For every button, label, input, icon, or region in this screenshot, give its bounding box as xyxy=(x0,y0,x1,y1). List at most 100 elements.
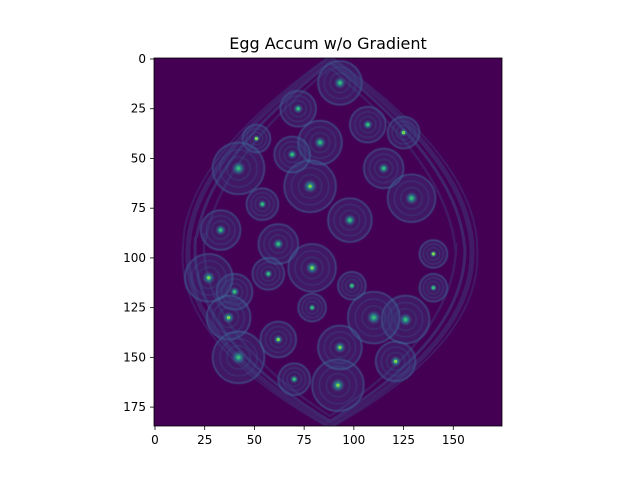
egg-outline-band xyxy=(193,61,467,423)
heatmap-image xyxy=(154,58,502,426)
accumulator-ring-inner xyxy=(278,141,306,168)
chart-title: Egg Accum w/o Gradient xyxy=(229,34,427,53)
x-axis: 0 25 50 75 100 125 150 xyxy=(151,426,465,447)
accumulator-peak xyxy=(254,136,259,141)
accumulator-peak xyxy=(431,286,435,290)
accumulator-ring-core xyxy=(249,131,264,146)
accumulator-peak xyxy=(366,123,370,127)
accumulator-ring-inner xyxy=(219,338,258,377)
accumulator-ring-inner xyxy=(282,367,307,392)
accumulator-peak xyxy=(401,130,406,135)
accumulator-peak xyxy=(292,377,296,381)
accumulator-peak xyxy=(382,166,386,170)
accumulator-ring-core xyxy=(268,234,288,254)
y-tick-label: 125 xyxy=(123,301,146,315)
y-tick-label: 50 xyxy=(131,151,146,165)
x-tick-label: 125 xyxy=(392,433,415,447)
accumulator-ring-inner xyxy=(333,203,367,237)
y-tick-label: 150 xyxy=(123,350,146,364)
accumulator-ring-inner xyxy=(380,346,411,377)
accumulator-ring-inner xyxy=(323,66,357,100)
accumulator-ring-inner xyxy=(205,215,236,245)
accumulator-ring-inner xyxy=(422,277,444,299)
accumulator-ring-core xyxy=(426,247,441,261)
egg-outline-band xyxy=(181,58,479,426)
accumulator-ring-core xyxy=(329,337,351,358)
y-tick-label: 100 xyxy=(123,251,146,265)
accumulator-peak xyxy=(232,290,237,294)
accumulator-ring-core xyxy=(260,266,276,282)
accumulator-ring-core xyxy=(211,220,231,240)
accumulator-peak xyxy=(409,196,414,200)
accumulator-ring-core xyxy=(289,100,307,118)
accumulator-peak xyxy=(226,315,231,320)
accumulator-ring-core xyxy=(395,124,412,141)
accumulator-peak xyxy=(338,345,342,350)
accumulator-peak xyxy=(219,228,223,232)
egg-outline-band xyxy=(202,66,458,418)
accumulator-ring-inner xyxy=(301,297,323,319)
accumulator-ring-inner xyxy=(250,192,275,217)
accumulator-ring-inner xyxy=(341,275,363,297)
accumulator-ring-core xyxy=(426,281,441,295)
accumulator-ring-inner xyxy=(219,149,258,188)
accumulator-peak xyxy=(348,218,352,222)
x-tick-label: 75 xyxy=(296,433,311,447)
accumulator-ring-core xyxy=(286,371,302,387)
accumulator-peak xyxy=(236,166,241,170)
accumulator-ring-inner xyxy=(323,331,357,364)
y-tick-label: 0 xyxy=(138,52,146,66)
accumulator-ring-inner xyxy=(190,260,227,296)
accumulator-ring-core xyxy=(374,159,394,178)
accumulator-ring-core xyxy=(254,196,270,212)
x-tick-label: 100 xyxy=(342,433,365,447)
accumulator-peak xyxy=(236,355,241,359)
accumulator-ring-core xyxy=(300,256,324,280)
accumulator-peak xyxy=(394,359,398,363)
accumulator-peak xyxy=(310,306,314,310)
egg-outline-band xyxy=(185,58,475,426)
accumulator-ring-inner xyxy=(294,250,330,286)
x-tick-label: 25 xyxy=(197,433,212,447)
accumulator-ring-core xyxy=(329,72,351,94)
accumulator-ring-core xyxy=(283,145,301,163)
accumulator-ring-core xyxy=(386,351,406,371)
accumulator-peak xyxy=(338,81,342,85)
y-tick-label: 175 xyxy=(123,400,146,414)
accumulator-peaks xyxy=(202,76,438,393)
x-tick-label: 150 xyxy=(442,433,465,447)
y-tick-label: 75 xyxy=(131,201,146,215)
accumulator-ring-inner xyxy=(264,326,292,353)
accumulator-ring-core xyxy=(305,300,319,315)
accumulator-peak xyxy=(336,383,340,387)
accumulator-ring-core xyxy=(359,116,377,134)
accumulator-ring-inner xyxy=(256,261,281,286)
accumulator-ring-core xyxy=(345,279,359,293)
accumulator-ring-core xyxy=(339,209,361,231)
accumulator-ring-core xyxy=(400,187,423,210)
accumulator-peak xyxy=(350,284,354,288)
accumulator-peak xyxy=(260,202,264,206)
accumulator-ring-inner xyxy=(290,167,330,206)
accumulator-peak xyxy=(308,184,312,188)
accumulator-ring-inner xyxy=(263,229,294,259)
accumulator-ring-core xyxy=(325,373,351,398)
accumulator-rings xyxy=(184,60,449,412)
accumulator-ring-inner xyxy=(354,111,382,139)
accumulator-ring-inner xyxy=(391,120,416,145)
accumulator-peak xyxy=(431,252,435,256)
accumulator-peak xyxy=(276,337,280,342)
accumulator-ring-core xyxy=(309,132,331,153)
accumulator-peak xyxy=(290,152,294,157)
accumulator-peak xyxy=(276,242,280,246)
accumulator-peak xyxy=(310,266,314,270)
accumulator-ring-core xyxy=(197,266,220,289)
y-axis: 0 25 50 75 100 125 150 175 xyxy=(123,52,154,414)
accumulator-ring-core xyxy=(361,305,386,330)
accumulator-peak xyxy=(266,272,270,276)
accumulator-ring-inner xyxy=(422,243,444,265)
accumulator-ring-core xyxy=(226,156,251,181)
accumulator-ring-inner xyxy=(284,95,312,123)
accumulator-peak xyxy=(403,317,408,322)
accumulator-peak xyxy=(318,140,322,145)
